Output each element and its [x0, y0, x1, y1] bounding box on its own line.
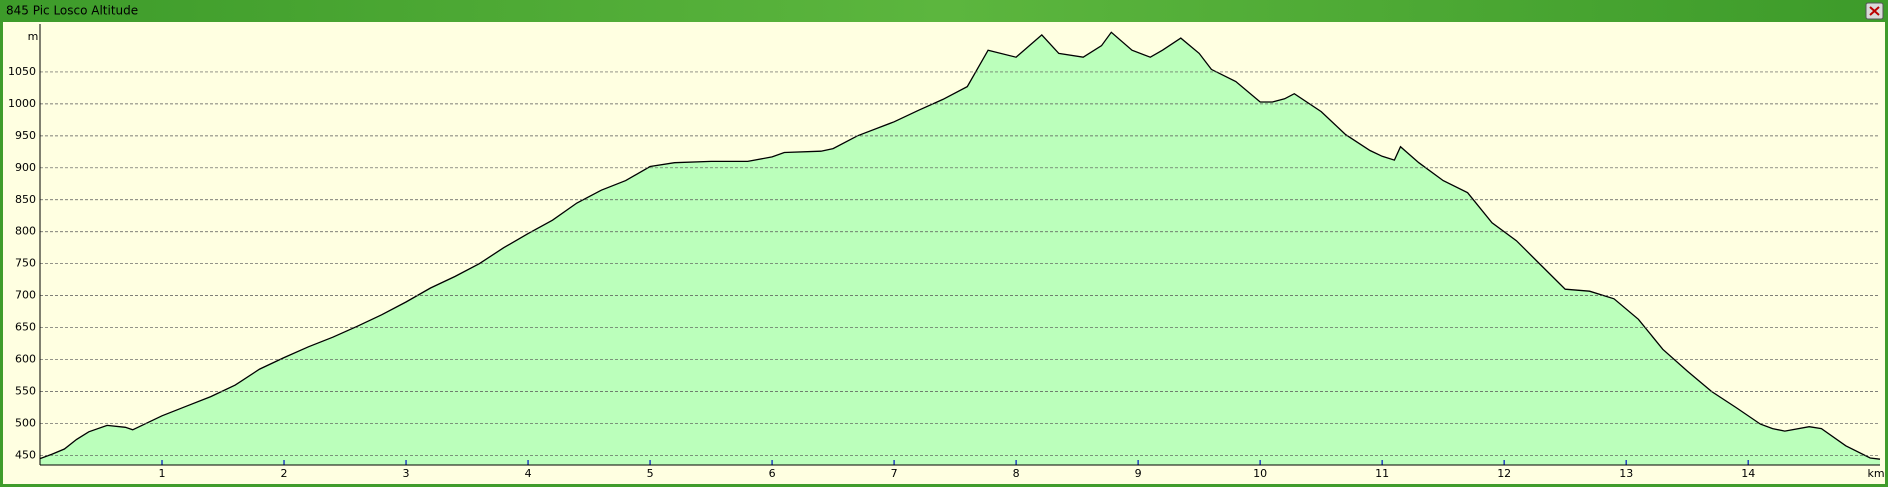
y-tick-label: 650	[15, 321, 36, 334]
x-tick-label: 14	[1741, 467, 1755, 480]
close-button[interactable]	[1865, 2, 1884, 20]
x-tick-label: 5	[647, 467, 654, 480]
y-tick-label: 850	[15, 193, 36, 206]
x-tick-label: 3	[403, 467, 410, 480]
x-tick-label: 13	[1619, 467, 1633, 480]
window-title: 845 Pic Losco Altitude	[6, 4, 138, 18]
x-tick-label: 2	[281, 467, 288, 480]
y-tick-label: 500	[15, 416, 36, 429]
x-tick-label: 12	[1497, 467, 1511, 480]
x-axis-label: km	[1867, 467, 1884, 480]
y-tick-label: 750	[15, 257, 36, 270]
y-tick-label: 600	[15, 353, 36, 366]
y-tick-label: 450	[15, 448, 36, 461]
x-tick-label: 1	[159, 467, 166, 480]
y-tick-label: 550	[15, 385, 36, 398]
x-tick-label: 7	[891, 467, 898, 480]
y-tick-label: 700	[15, 289, 36, 302]
elevation-area	[40, 32, 1880, 466]
y-tick-label: 1050	[8, 65, 36, 78]
x-tick-label: 11	[1375, 467, 1389, 480]
x-tick-label: 4	[525, 467, 532, 480]
x-tick-label: 10	[1253, 467, 1267, 480]
elevation-line	[39, 31, 1881, 460]
x-tick-label: 8	[1013, 467, 1020, 480]
y-tick-label: 1000	[8, 97, 36, 110]
close-icon[interactable]	[1869, 6, 1880, 16]
y-tick-label: 900	[15, 161, 36, 174]
y-tick-label: 800	[15, 225, 36, 238]
title-bar	[0, 0, 1888, 22]
x-tick-label: 6	[769, 467, 776, 480]
y-tick-label: 950	[15, 129, 36, 142]
y-axis-label: m	[28, 30, 39, 43]
x-tick-label: 9	[1135, 467, 1142, 480]
